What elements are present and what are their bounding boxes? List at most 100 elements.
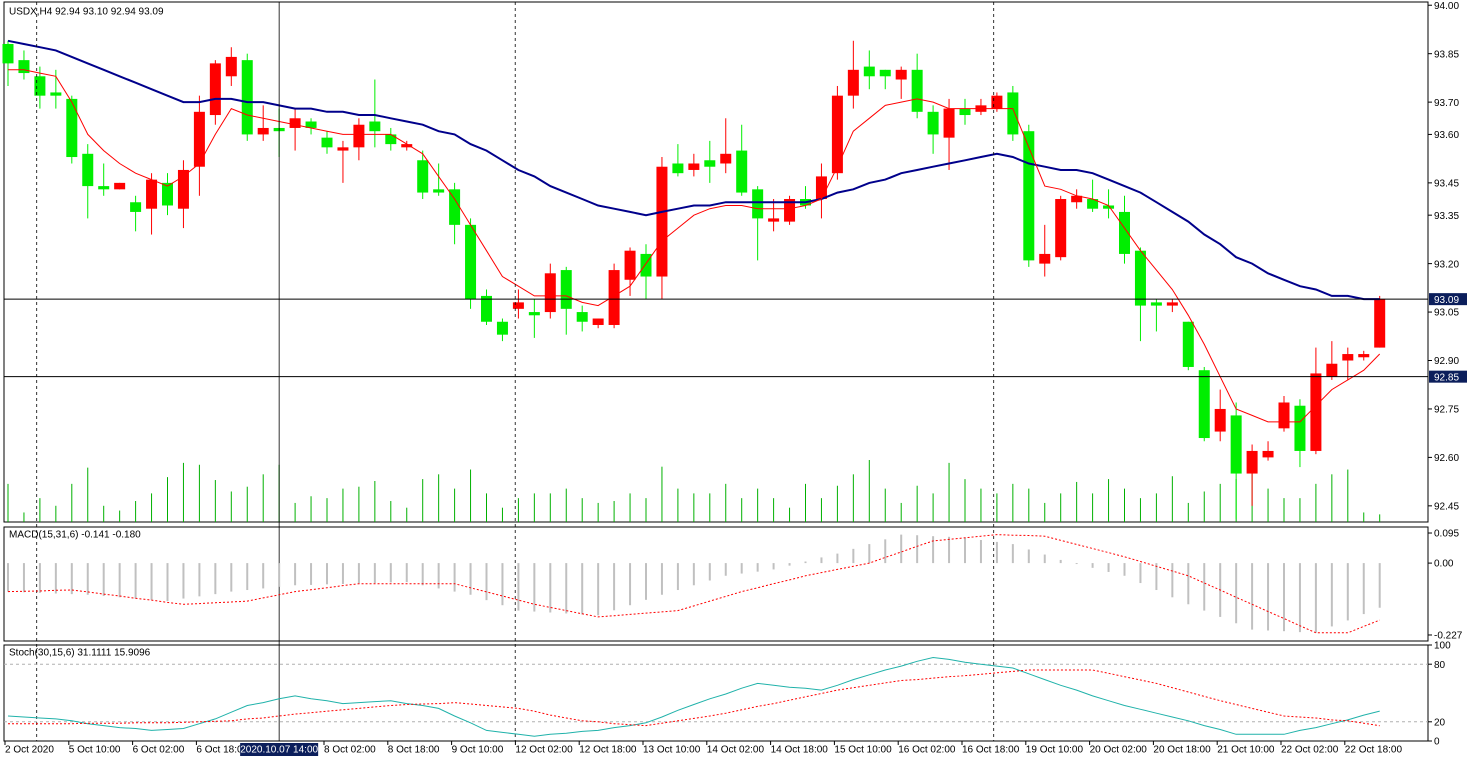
candle-body bbox=[289, 118, 301, 128]
panel-title: MACD(15,31,6) -0.141 -0.180 bbox=[9, 530, 141, 541]
candle-body bbox=[959, 108, 971, 116]
candle-body bbox=[1294, 405, 1306, 451]
candle-body bbox=[624, 250, 636, 280]
x-tick-label: 8 Oct 02:00 bbox=[324, 745, 376, 756]
candle-body bbox=[656, 166, 668, 277]
candle-body bbox=[831, 95, 843, 174]
y-tick-label: 0 bbox=[1434, 737, 1440, 748]
y-tick-label: 0.095 bbox=[1434, 529, 1459, 540]
y-tick-label: 92.75 bbox=[1434, 405, 1459, 416]
x-tick-label: 21 Oct 10:00 bbox=[1217, 745, 1275, 756]
candle-body bbox=[1055, 199, 1067, 258]
y-tick-label: 92.45 bbox=[1434, 501, 1459, 512]
candle-body bbox=[241, 60, 253, 135]
candle-body bbox=[18, 60, 30, 74]
x-tick-label: 16 Oct 18:00 bbox=[962, 745, 1020, 756]
candle-body bbox=[528, 312, 540, 316]
x-tick-label: 2 Oct 2020 bbox=[5, 745, 54, 756]
candle-body bbox=[449, 189, 461, 225]
candle-body bbox=[1166, 302, 1178, 306]
candle-body bbox=[688, 163, 700, 170]
candle-body bbox=[895, 69, 907, 80]
candle-body bbox=[720, 153, 732, 164]
panel-frame bbox=[3, 644, 1429, 742]
stochastic-line bbox=[7, 656, 1380, 737]
candle-body bbox=[34, 76, 46, 96]
candle-body bbox=[465, 224, 477, 300]
candle-body bbox=[1134, 250, 1146, 306]
candle-body bbox=[879, 69, 891, 77]
x-tick-label: 20 Oct 18:00 bbox=[1153, 745, 1211, 756]
candle-body bbox=[496, 321, 508, 335]
x-tick-label: 14 Oct 18:00 bbox=[771, 745, 829, 756]
candle-body bbox=[1342, 354, 1354, 361]
candle-body bbox=[98, 186, 110, 190]
candle-body bbox=[544, 273, 556, 313]
candle-body bbox=[209, 63, 221, 116]
x-tick-label: 6 Oct 02:00 bbox=[133, 745, 185, 756]
candle-body bbox=[1374, 299, 1386, 348]
candle-body bbox=[82, 153, 94, 187]
candle-body bbox=[592, 318, 604, 325]
y-tick-label: 0.00 bbox=[1434, 559, 1454, 570]
candle-body bbox=[1071, 195, 1083, 203]
candle-body bbox=[1103, 205, 1115, 209]
candle-body bbox=[353, 124, 365, 148]
candle-body bbox=[1214, 408, 1226, 432]
x-tick-label: 16 Oct 02:00 bbox=[898, 745, 956, 756]
candle-body bbox=[1182, 321, 1194, 367]
chart-title: USDX,H4 92.94 93.10 92.94 93.09 bbox=[9, 7, 164, 18]
candle-body bbox=[1023, 131, 1035, 261]
x-tick-label: 12 Oct 02:00 bbox=[515, 745, 573, 756]
panel-frame bbox=[3, 1, 1429, 523]
candle-body bbox=[1007, 92, 1019, 135]
price-label: 93.09 bbox=[1434, 295, 1459, 306]
candle-body bbox=[560, 270, 572, 309]
crosshair-price-box bbox=[1429, 370, 1467, 383]
candle-body bbox=[369, 121, 381, 132]
candle-body bbox=[130, 202, 142, 212]
x-tick-label: 9 Oct 10:00 bbox=[452, 745, 504, 756]
candle-body bbox=[640, 253, 652, 277]
candle-body bbox=[50, 92, 62, 96]
x-tick-label: 13 Oct 10:00 bbox=[643, 745, 701, 756]
candle-body bbox=[114, 182, 126, 190]
x-tick-label: 22 Oct 18:00 bbox=[1345, 745, 1403, 756]
x-tick-label: 8 Oct 18:00 bbox=[388, 745, 440, 756]
x-tick-label: 5 Oct 10:00 bbox=[69, 745, 121, 756]
y-tick-label: 20 bbox=[1434, 717, 1446, 728]
candle-body bbox=[863, 66, 875, 77]
y-tick-label: 93.70 bbox=[1434, 98, 1459, 109]
macd-signal bbox=[7, 534, 1380, 634]
candle-body bbox=[385, 134, 397, 145]
crosshair-time-box bbox=[240, 743, 319, 756]
candle-body bbox=[1119, 211, 1130, 254]
candle-body bbox=[2, 43, 14, 64]
y-tick-label: 93.45 bbox=[1434, 179, 1459, 190]
x-tick-label: 6 Oct 18:00 bbox=[196, 745, 248, 756]
x-tick-label: 15 Oct 10:00 bbox=[834, 745, 892, 756]
x-tick-label: 19 Oct 10:00 bbox=[1026, 745, 1084, 756]
candle-body bbox=[305, 121, 317, 128]
x-tick-label: 20 Oct 02:00 bbox=[1090, 745, 1148, 756]
candle-body bbox=[177, 169, 189, 209]
candle-body bbox=[417, 160, 429, 193]
candle-body bbox=[225, 56, 237, 77]
candle-body bbox=[608, 270, 620, 325]
candle-body bbox=[768, 218, 780, 222]
candle-body bbox=[911, 69, 923, 112]
candle-body bbox=[1246, 450, 1258, 474]
price-box bbox=[1429, 293, 1467, 306]
y-tick-label: 94.00 bbox=[1434, 1, 1459, 12]
candle-body bbox=[1230, 415, 1242, 474]
candle-body bbox=[321, 137, 333, 148]
candle-body bbox=[66, 98, 78, 158]
candle-body bbox=[815, 176, 827, 200]
y-tick-label: 93.35 bbox=[1434, 211, 1459, 222]
panel-title: Stoch(30,15,6) 31.1111 15.9096 bbox=[9, 648, 151, 659]
y-tick-label: 93.20 bbox=[1434, 259, 1459, 270]
moving-average bbox=[8, 69, 1381, 423]
y-tick-label: 100 bbox=[1434, 641, 1451, 652]
